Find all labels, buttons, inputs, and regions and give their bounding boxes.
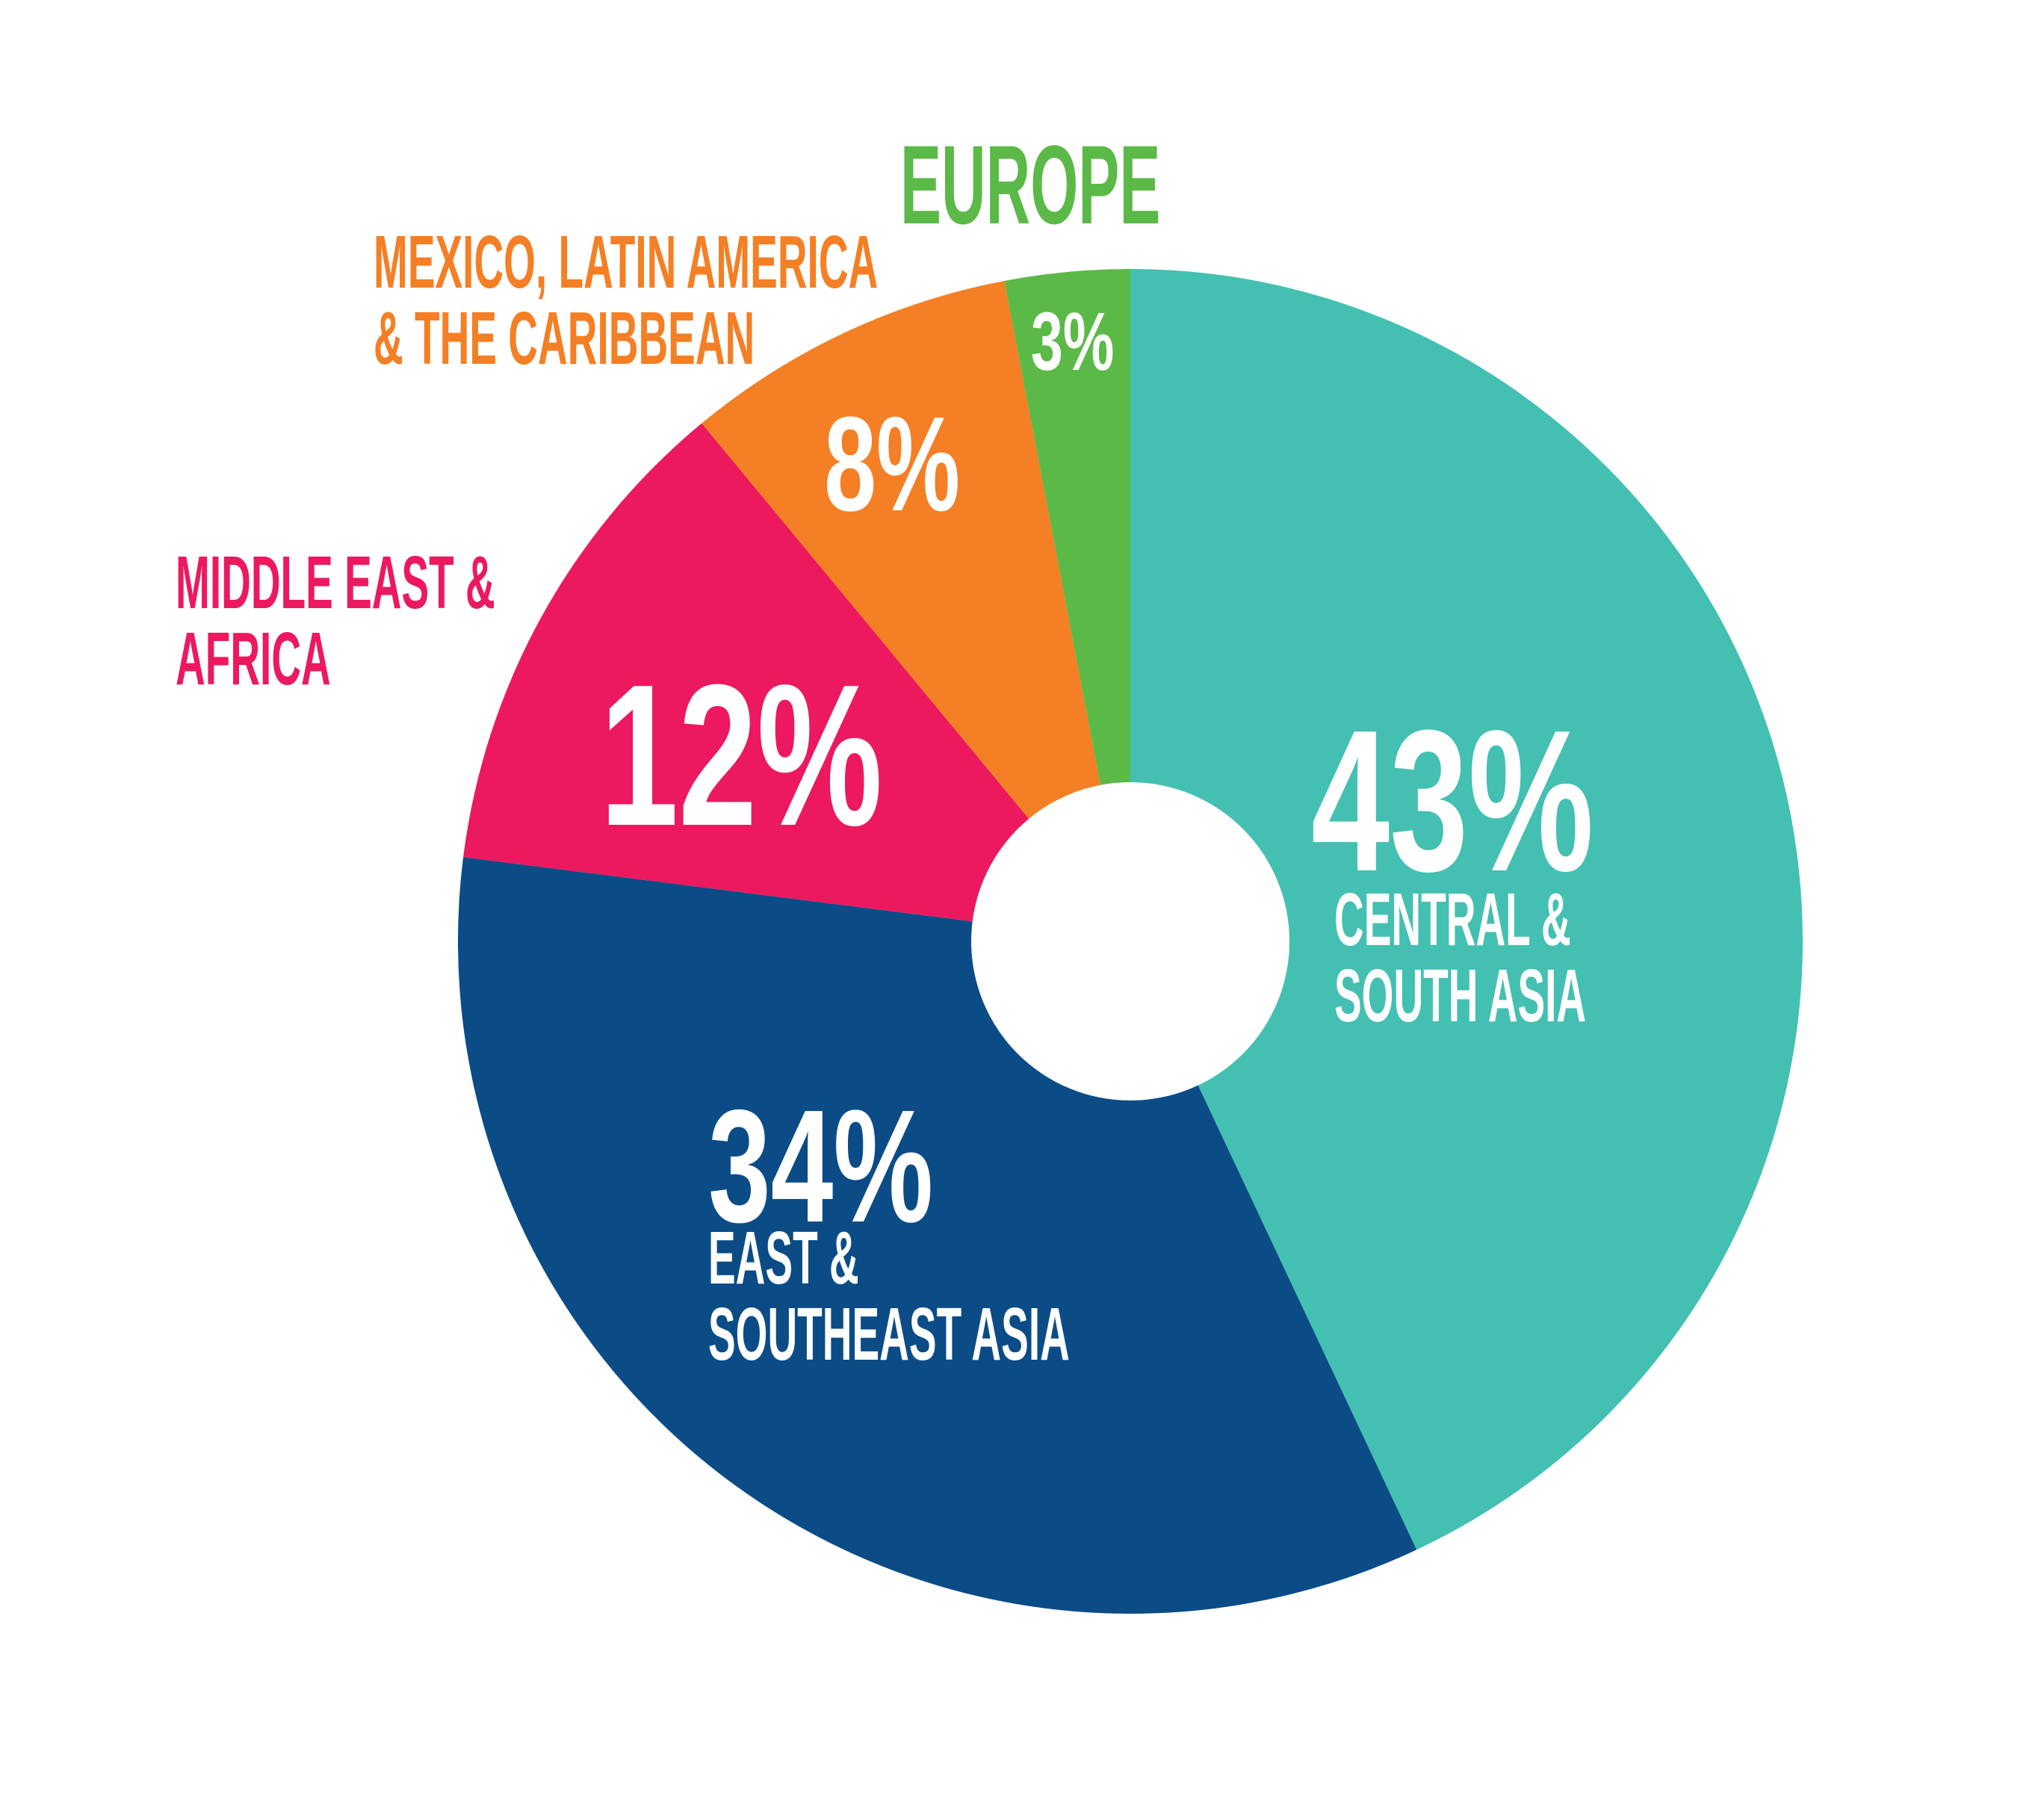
donut-hole [971,782,1289,1100]
slice [702,280,1130,941]
value-label: 34% [708,1076,934,1256]
category-label: CENTRAL & SOUTH ASIA [1334,878,1587,1038]
value-label: 3% [1031,296,1115,388]
slice [1004,269,1130,941]
category-label: EUROPE [900,122,1161,247]
category-label: MEXICO, LATIN AMERICA & THE CARIBBEAN [374,220,877,380]
value-label: 12% [600,643,883,868]
category-label: MIDDLE EAST & AFRICA [176,541,495,701]
slice [1130,269,1803,1550]
slice [463,423,1130,941]
value-label: 43% [1311,689,1594,914]
value-label: 8% [824,389,961,539]
category-label: EAST & SOUTHEAST ASIA [708,1216,1070,1376]
